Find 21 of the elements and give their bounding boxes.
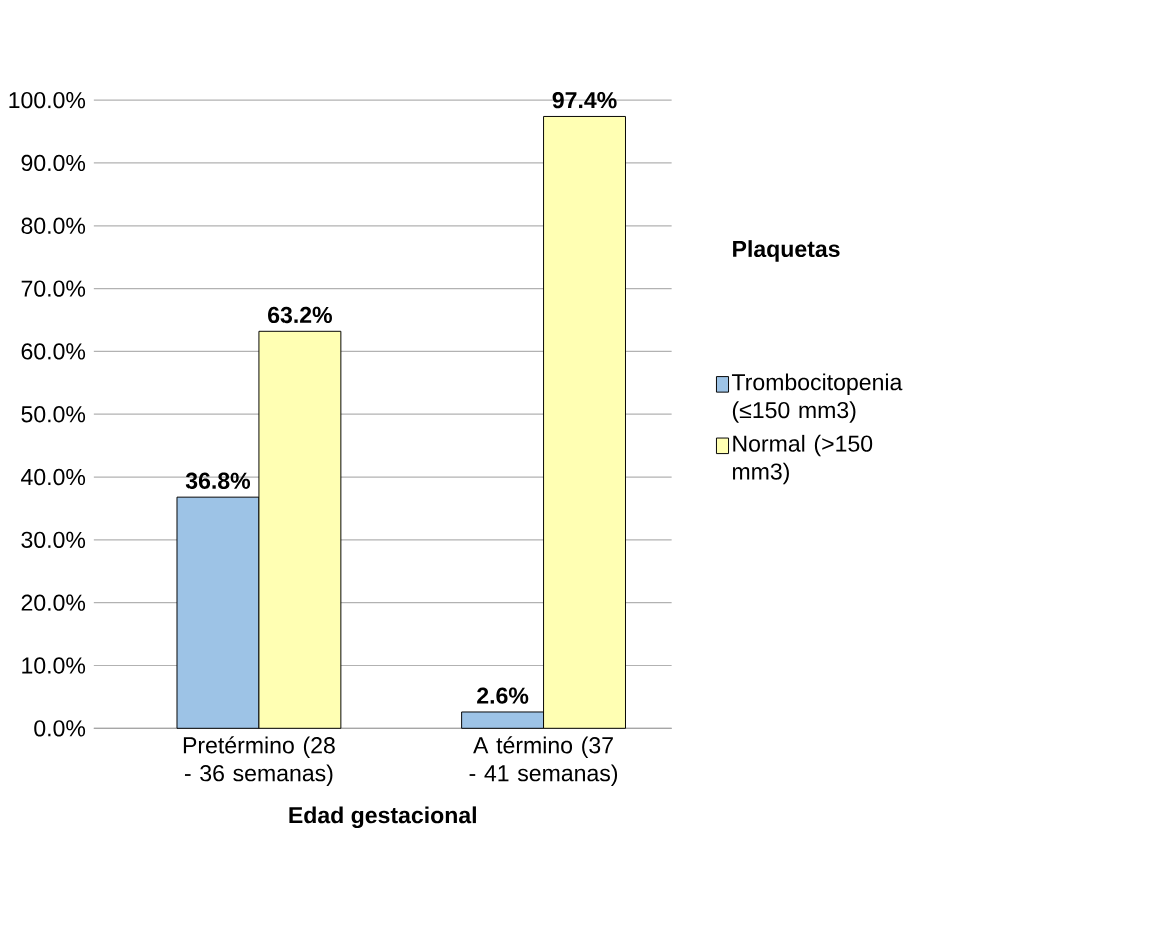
- y-tick-label: 100.0%: [9, 92, 86, 109]
- legend-label: Normal (>150 mm3): [732, 435, 873, 485]
- y-tick-label: 80.0%: [21, 217, 86, 235]
- data-label: 36.8%: [185, 472, 251, 490]
- y-tick-label: 60.0%: [21, 343, 86, 360]
- y-tick-label: 90.0%: [21, 154, 86, 172]
- data-label: 2.6%: [477, 687, 529, 704]
- data-label: 97.4%: [552, 92, 617, 109]
- y-tick-label: 40.0%: [21, 469, 86, 486]
- data-label: 63.2%: [268, 306, 332, 324]
- y-tick-label: 0.0%: [34, 720, 86, 737]
- y-tick-label: 70.0%: [21, 280, 86, 297]
- y-tick-label: 50.0%: [21, 406, 86, 423]
- x-tick-label: Pretérmino (28 - 36 semanas): [183, 736, 335, 787]
- y-tick-label: 30.0%: [21, 531, 86, 549]
- x-axis-title: Edad gestacional: [289, 806, 476, 829]
- y-tick-label: 10.0%: [22, 657, 86, 674]
- x-tick-label: A término (37 - 41 semanas): [469, 736, 618, 787]
- y-tick-label: 20.0%: [21, 594, 86, 612]
- legend-title: Plaquetas: [733, 240, 840, 262]
- legend-label: Trombocitopenia (≤150 mm3): [731, 373, 903, 424]
